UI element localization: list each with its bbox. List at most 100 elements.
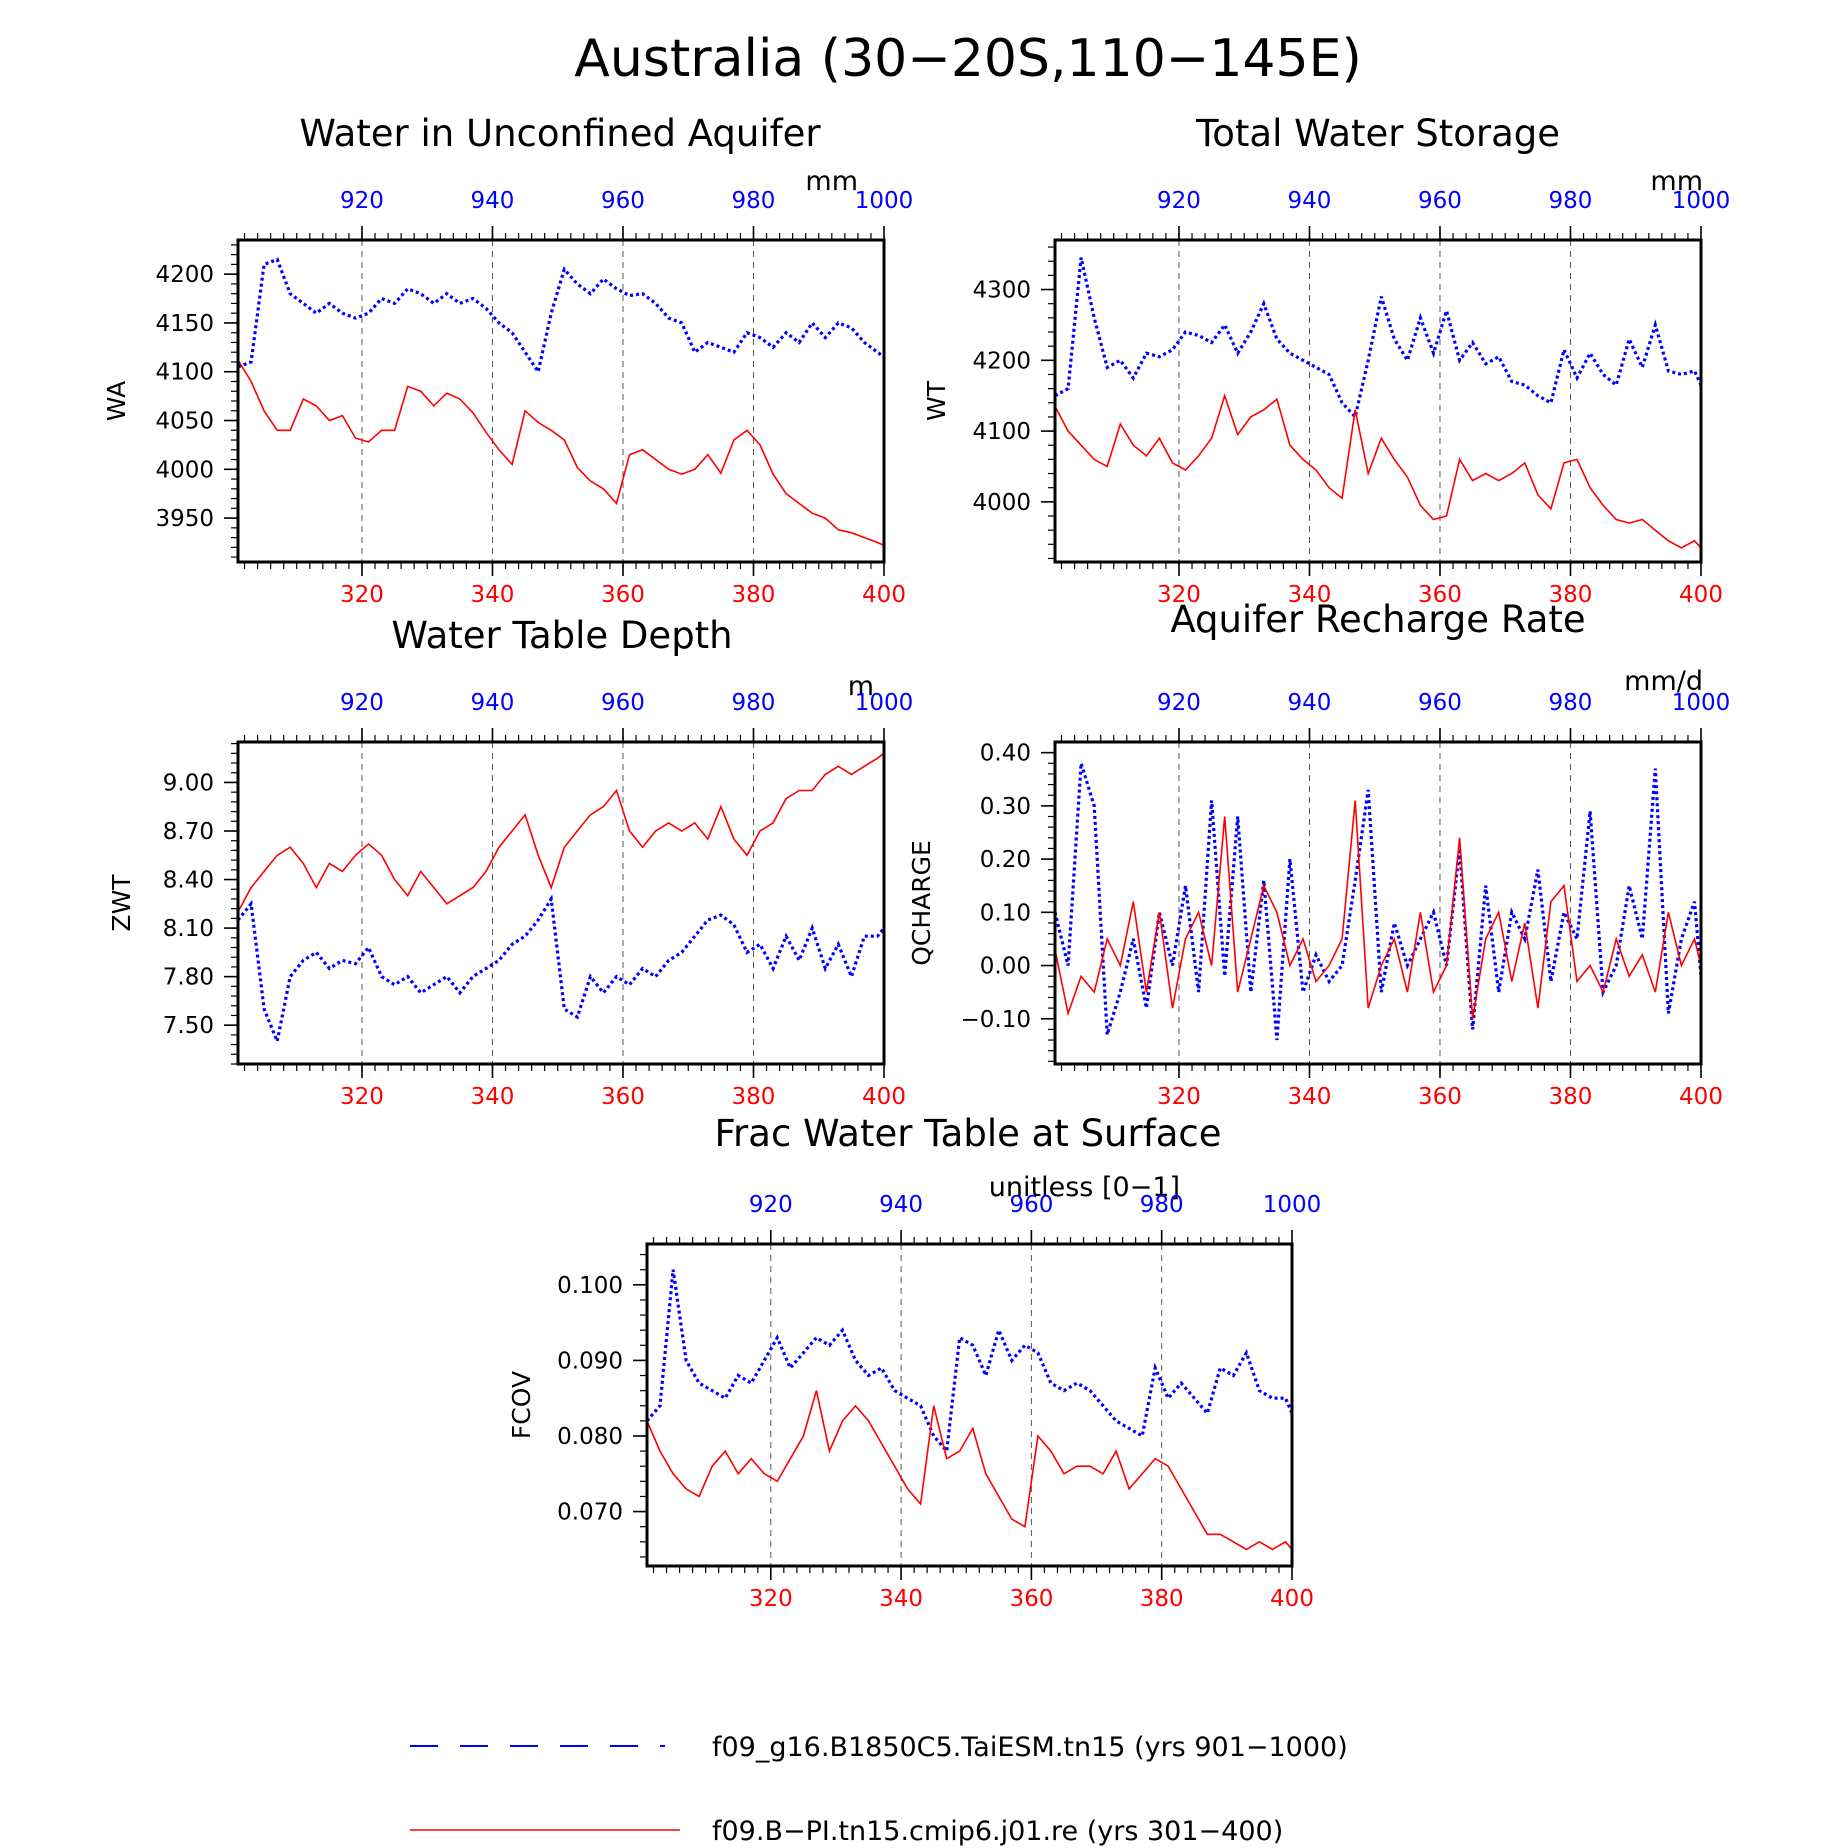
top-tick-label: 1000	[1672, 690, 1731, 716]
bottom-tick-label: 380	[732, 1084, 776, 1110]
series-line-blue	[1054, 257, 1703, 421]
y-tick-label: 4200	[972, 348, 1031, 374]
y-tick-label: 4050	[155, 409, 214, 435]
bottom-tick-label: 360	[1418, 582, 1462, 608]
top-tick-label: 1000	[1263, 1192, 1322, 1218]
y-tick-label: 3950	[155, 506, 214, 532]
y-axis-label: WT	[922, 380, 951, 421]
y-tick-label: 4100	[972, 419, 1031, 445]
series-line-blue	[1053, 762, 1703, 1041]
units-label: m	[848, 671, 874, 702]
units-label: mm	[805, 166, 858, 197]
y-tick-label: 9.00	[163, 770, 214, 796]
y-axis-label: QCHARGE	[907, 840, 936, 966]
top-tick-label: 960	[1009, 1192, 1053, 1218]
top-tick-label: 1000	[855, 690, 914, 716]
series-line-red	[237, 359, 885, 547]
top-tick-label: 1000	[1672, 188, 1731, 214]
y-tick-label: 8.40	[163, 868, 214, 894]
y-tick-label: 8.10	[163, 916, 214, 942]
y-tick-label: −0.10	[961, 1007, 1031, 1033]
panel-title: Aquifer Recharge Rate	[1170, 598, 1585, 641]
top-tick-label: 920	[340, 188, 384, 214]
bottom-tick-label: 400	[862, 582, 906, 608]
bottom-tick-label: 400	[1679, 1084, 1723, 1110]
bottom-tick-label: 320	[340, 1084, 384, 1110]
top-tick-label: 960	[601, 690, 645, 716]
y-tick-label: 0.080	[557, 1424, 623, 1450]
top-tick-label: 920	[749, 1192, 793, 1218]
panel-zwt: Water Table Depth m ZWT 320 340 360 380 400 920 9…	[107, 614, 913, 1110]
top-tick-label: 940	[471, 188, 515, 214]
units-label: mm	[1650, 166, 1703, 197]
bottom-tick-label: 380	[1549, 1084, 1593, 1110]
plot-frame	[645, 1242, 1294, 1568]
y-tick-label: 4000	[972, 490, 1031, 516]
bottom-tick-label: 340	[471, 1084, 515, 1110]
panel-title: Frac Water Table at Surface	[714, 1112, 1221, 1155]
y-tick-label: 4000	[155, 457, 214, 483]
series-line-red	[1054, 393, 1702, 549]
panel-wa: Water in Unconfined Aquifer mm WA 320 340 360…	[102, 112, 913, 608]
y-tick-label: 4200	[155, 262, 214, 288]
top-tick-label: 1000	[855, 188, 914, 214]
top-tick-label: 920	[1157, 188, 1201, 214]
y-axis-label: FCOV	[507, 1371, 536, 1439]
top-tick-label: 980	[732, 188, 776, 214]
bottom-tick-label: 320	[1157, 1084, 1201, 1110]
bottom-tick-label: 360	[601, 582, 645, 608]
bottom-tick-label: 320	[1157, 582, 1201, 608]
bottom-tick-label: 360	[1418, 1084, 1462, 1110]
top-tick-label: 980	[732, 690, 776, 716]
legend-label-red: f09.B−PI.tn15.cmip6.j01.re (yrs 301−400)	[712, 1816, 1283, 1847]
bottom-tick-label: 340	[1288, 1084, 1332, 1110]
y-tick-label: 7.80	[163, 965, 214, 991]
y-tick-label: 0.20	[980, 847, 1031, 873]
bottom-tick-label: 380	[732, 582, 776, 608]
top-tick-label: 940	[879, 1192, 923, 1218]
y-tick-label: 4150	[155, 311, 214, 337]
bottom-tick-label: 340	[1288, 582, 1332, 608]
bottom-tick-label: 360	[601, 1084, 645, 1110]
figure-title: Australia (30−20S,110−145E)	[574, 29, 1362, 89]
panel-fcov: Frac Water Table at Surface unitless [0−1…	[507, 1112, 1321, 1612]
y-tick-label: 4300	[972, 278, 1031, 304]
top-tick-label: 940	[1288, 188, 1332, 214]
bottom-tick-label: 360	[1009, 1586, 1053, 1612]
y-tick-label: 0.10	[980, 900, 1031, 926]
top-tick-label: 920	[340, 690, 384, 716]
panel-qcharge: Aquifer Recharge Rate mm/d QCHARGE 320 340 36…	[907, 598, 1730, 1110]
bottom-tick-label: 400	[1679, 582, 1723, 608]
y-tick-label: 7.50	[163, 1013, 214, 1039]
series-line-blue	[236, 894, 886, 1047]
bottom-tick-label: 340	[879, 1586, 923, 1612]
bottom-tick-label: 400	[1270, 1586, 1314, 1612]
panel-title: Water in Unconfined Aquifer	[299, 112, 821, 155]
series-line-red	[237, 752, 885, 913]
y-tick-label: 0.30	[980, 794, 1031, 820]
series-line-blue	[237, 257, 885, 376]
panel-title: Total Water Storage	[1195, 112, 1560, 155]
plot-frame	[1053, 740, 1703, 1066]
y-tick-label: 0.100	[557, 1273, 623, 1299]
y-axis-label: ZWT	[107, 874, 136, 932]
y-tick-label: 0.090	[557, 1348, 623, 1374]
plot-frame	[236, 238, 886, 564]
y-axis-label: WA	[102, 381, 131, 421]
bottom-tick-label: 320	[340, 582, 384, 608]
top-tick-label: 940	[471, 690, 515, 716]
top-tick-label: 980	[1140, 1192, 1184, 1218]
top-tick-label: 980	[1549, 690, 1593, 716]
top-tick-label: 960	[601, 188, 645, 214]
panel-wt: Total Water Storage mm WT 320 340 360 380 400 92…	[922, 112, 1730, 608]
series-line-red	[646, 1390, 1293, 1551]
bottom-tick-label: 400	[862, 1084, 906, 1110]
y-tick-label: 0.40	[980, 741, 1031, 767]
bottom-tick-label: 380	[1140, 1586, 1184, 1612]
y-tick-label: 8.70	[163, 819, 214, 845]
legend-label-blue: f09_g16.B1850C5.TaiESM.tn15 (yrs 901−100…	[712, 1732, 1348, 1763]
plot-frame	[236, 740, 886, 1066]
panel-title: Water Table Depth	[391, 614, 732, 657]
top-tick-label: 960	[1418, 188, 1462, 214]
y-tick-label: 0.00	[980, 954, 1031, 980]
